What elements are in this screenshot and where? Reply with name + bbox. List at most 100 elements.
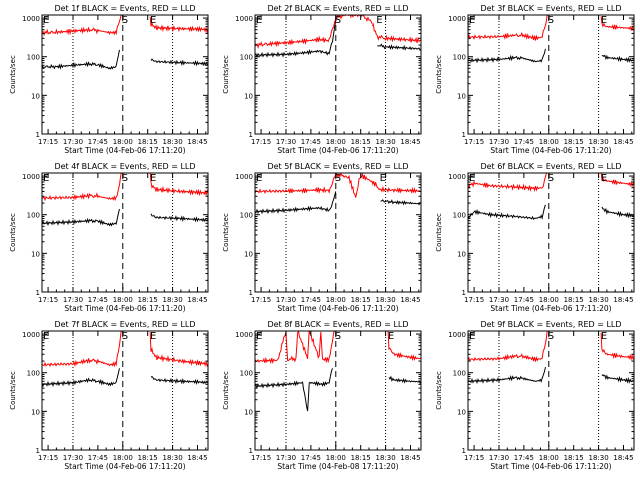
y-tick-label: 10 <box>244 92 253 100</box>
lld-trace <box>600 16 634 32</box>
detector-panel-4: Det 4f BLACK = Events, RED = LLD 1 10 100 10… <box>9 162 209 313</box>
y-tick-label: 1000 <box>448 331 466 339</box>
events-trace <box>388 375 421 384</box>
y-tick-label: 100 <box>240 54 253 62</box>
y-tick-label: 1000 <box>22 331 40 339</box>
x-tick-label: 17:45 <box>88 454 108 462</box>
phase-marker-e: E <box>601 15 607 26</box>
lld-trace <box>468 15 548 41</box>
x-tick-label: 18:30 <box>588 296 608 304</box>
x-tick-label: 18:15 <box>351 454 371 462</box>
x-tick-label: 18:45 <box>613 454 633 462</box>
phase-marker-e: E <box>376 15 382 26</box>
lld-trace <box>149 173 208 197</box>
x-tick-label: 18:45 <box>400 454 420 462</box>
y-axis-label: Counts/sec <box>222 55 230 94</box>
phase-marker-s: S <box>122 331 128 342</box>
events-trace <box>468 48 546 64</box>
y-tick-label: 100 <box>240 212 253 220</box>
y-axis-label: Counts/sec <box>222 371 230 410</box>
x-tick-label: 18:00 <box>113 296 133 304</box>
x-tick-label: 18:45 <box>187 454 207 462</box>
y-axis-label: Counts/sec <box>435 213 443 252</box>
phase-marker-s: S <box>335 173 341 184</box>
x-tick-label: 18:15 <box>564 296 584 304</box>
plot-frame <box>41 172 209 293</box>
phase-marker-e: E <box>150 331 156 342</box>
x-tick-label: 17:30 <box>489 138 509 146</box>
lld-trace <box>42 15 122 37</box>
lld-trace <box>42 173 122 202</box>
panel-title: Det 8f BLACK = Events, RED = LLD <box>267 320 408 329</box>
x-tick-label: 17:30 <box>489 454 509 462</box>
detector-panel-6: Det 6f BLACK = Events, RED = LLD 1 10 100 10… <box>435 162 635 313</box>
lld-trace <box>255 173 380 198</box>
x-tick-label: 17:30 <box>276 296 296 304</box>
phase-marker-e: E <box>256 173 262 184</box>
y-tick-label: 1 <box>36 131 40 139</box>
x-axis-label: Start Time (04-Feb-06 17:11:20) <box>490 146 611 155</box>
x-tick-label: 17:45 <box>88 296 108 304</box>
x-tick-label: 17:30 <box>276 138 296 146</box>
x-tick-label: 17:45 <box>301 296 321 304</box>
x-tick-label: 18:45 <box>400 138 420 146</box>
events-trace <box>380 199 421 206</box>
phase-marker-s: S <box>122 173 128 184</box>
y-tick-label: 1 <box>249 447 253 455</box>
plot-frame <box>467 14 635 135</box>
y-tick-label: 10 <box>457 250 466 258</box>
lld-trace <box>387 331 421 362</box>
panel-title: Det 2f BLACK = Events, RED = LLD <box>267 4 408 13</box>
x-tick-label: 18:00 <box>113 454 133 462</box>
events-trace <box>255 191 337 215</box>
plot-frame <box>41 330 209 451</box>
x-tick-label: 18:15 <box>351 138 371 146</box>
x-tick-label: 17:45 <box>88 138 108 146</box>
x-tick-label: 17:15 <box>251 296 271 304</box>
panel-title: Det 3f BLACK = Events, RED = LLD <box>480 4 621 13</box>
events-trace <box>150 375 208 385</box>
y-tick-label: 1 <box>249 131 253 139</box>
x-tick-label: 17:45 <box>301 138 321 146</box>
x-axis-label: Start Time (04-Feb-06 17:11:20) <box>64 304 185 313</box>
x-tick-label: 18:30 <box>162 296 182 304</box>
events-trace <box>468 204 546 220</box>
x-tick-label: 18:00 <box>326 138 346 146</box>
x-tick-label: 18:30 <box>162 454 182 462</box>
phase-marker-e: E <box>601 173 607 184</box>
x-axis-label: Start Time (04-Feb-08 17:11:20) <box>277 462 398 471</box>
panel-title: Det 5f BLACK = Events, RED = LLD <box>267 162 408 171</box>
x-tick-label: 18:15 <box>564 454 584 462</box>
events-trace <box>601 374 634 384</box>
x-axis-label: Start Time (04-Feb-06 17:11:20) <box>490 304 611 313</box>
x-tick-label: 18:00 <box>539 296 559 304</box>
panel-title: Det 9f BLACK = Events, RED = LLD <box>480 320 621 329</box>
lld-trace <box>600 332 634 362</box>
y-tick-label: 1 <box>462 131 466 139</box>
x-axis-label: Start Time (04-Feb-06 17:11:20) <box>490 462 611 471</box>
y-axis-label: Counts/sec <box>222 213 230 252</box>
events-trace <box>255 368 333 412</box>
plot-frame <box>467 330 635 451</box>
lld-trace <box>149 332 208 368</box>
y-axis-label: Counts/sec <box>9 55 17 94</box>
y-tick-label: 10 <box>31 92 40 100</box>
phase-marker-s: S <box>335 331 341 342</box>
x-tick-label: 18:30 <box>588 138 608 146</box>
x-tick-label: 17:45 <box>514 138 534 146</box>
y-tick-label: 10 <box>31 250 40 258</box>
x-tick-label: 18:00 <box>539 138 559 146</box>
y-axis-label: Counts/sec <box>9 213 17 252</box>
y-tick-label: 100 <box>453 370 466 378</box>
panel-title: Det 4f BLACK = Events, RED = LLD <box>54 162 195 171</box>
plot-frame <box>254 172 422 293</box>
y-tick-label: 1 <box>249 289 253 297</box>
x-axis-label: Start Time (04-Feb-06 17:11:20) <box>277 304 398 313</box>
x-tick-label: 18:15 <box>138 454 158 462</box>
x-tick-label: 18:30 <box>588 454 608 462</box>
x-tick-label: 17:15 <box>38 454 58 462</box>
x-axis-label: Start Time (04-Feb-06 17:11:20) <box>64 462 185 471</box>
lld-trace <box>378 185 421 194</box>
phase-marker-e: E <box>150 173 156 184</box>
phase-marker-s: S <box>122 15 128 26</box>
